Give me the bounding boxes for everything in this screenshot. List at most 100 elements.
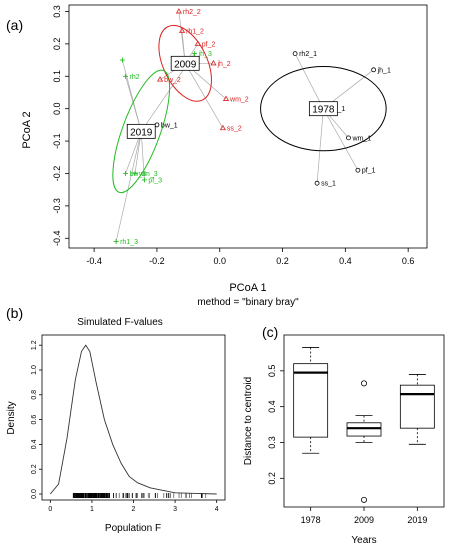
pcoa-y-tick-label: -0.4 <box>52 231 62 247</box>
pcoa-point-label: pf_1 <box>362 168 376 175</box>
pcoa-x-tick-label: -0.2 <box>149 256 165 266</box>
density-plot: Simulated F-values 0 1 2 3 4 0.0 0.2 0.4 0.6 0.8 1… <box>6 317 226 534</box>
boxplot-ylabel: Distance to centroid <box>243 377 254 465</box>
density-title: Simulated F-values <box>77 317 163 328</box>
boxplot-y-tick-label: 0.3 <box>267 436 277 449</box>
pcoa-point-2009 <box>210 59 217 66</box>
density-y-tick-label: 0.2 <box>31 464 38 474</box>
pcoa-point-2019 <box>123 73 129 79</box>
pcoa-y-tick-label: 0.3 <box>52 5 62 18</box>
pcoa-centroid-box <box>308 101 338 117</box>
pcoa-xlabel: PCoA 1 <box>229 282 266 294</box>
density-x-tick-label: 3 <box>173 506 177 513</box>
panel-label-c: (c) <box>262 324 278 340</box>
boxplot-x-tick-label: 2009 <box>354 515 374 525</box>
pcoa-point-label: bw_2 <box>164 77 181 84</box>
pcoa-spider-line <box>184 63 224 129</box>
pcoa-point-label: wm_3 <box>138 171 158 178</box>
density-y-tick-label: 0.6 <box>31 415 38 425</box>
density-x-tick-label: 2 <box>132 506 136 513</box>
density-curve <box>49 344 217 495</box>
boxplot-box <box>399 384 435 429</box>
boxplot-outlier <box>360 496 367 503</box>
boxplot-y-tick-label: 0.4 <box>267 400 277 413</box>
pcoa-x-tick-label: -0.4 <box>86 256 102 266</box>
pcoa-y-tick-label: -0.2 <box>52 166 62 182</box>
pcoa-point-label: jh_2 <box>216 61 230 68</box>
pcoa-point-label: bw_3 <box>130 171 147 178</box>
pcoa-spider-line <box>323 108 359 171</box>
pcoa-centroid-label: 2009 <box>174 59 197 70</box>
boxplot-x-tick-label: 1978 <box>301 515 321 525</box>
pcoa-point-label: wm_1 <box>351 135 371 142</box>
pcoa-ellipse-2009 <box>158 24 212 102</box>
density-x-tick-label: 0 <box>48 506 52 513</box>
pcoa-point-label: rh2_1 <box>299 51 317 58</box>
pcoa-point-2009 <box>222 95 230 101</box>
pcoa-x-tick-label: 0.6 <box>402 256 415 266</box>
density-y-tick-label: 0.0 <box>31 489 38 499</box>
pcoa-point-2019 <box>132 170 138 176</box>
density-plot-frame <box>41 334 226 501</box>
pcoa-plot: -0.4 -0.2 0.0 0.2 0.4 0.6 -0.4 -0.3 -0.2 -0.1 0.0 0… <box>21 4 428 308</box>
boxplot-outlier <box>360 380 367 387</box>
pcoa-point-label: rh1_2 <box>186 28 204 35</box>
pcoa-point-2019 <box>113 239 119 245</box>
pcoa-point-2019 <box>123 170 129 176</box>
pcoa-y-tick-label: 0.2 <box>52 38 62 51</box>
pcoa-point-1978 <box>346 135 351 141</box>
pcoa-point-label: rh1_3 <box>120 239 138 246</box>
pcoa-ellipse-1978 <box>260 66 387 152</box>
boxplot-y-tick-label: 0.2 <box>267 472 277 485</box>
pcoa-point-1978 <box>371 67 377 73</box>
panel-label-b: (b) <box>6 305 23 321</box>
density-x-tick-label: 4 <box>215 506 219 513</box>
density-y-tick-label: 0.8 <box>31 390 38 400</box>
pcoa-spider-line <box>140 131 145 180</box>
pcoa-y-tick-label: -0.3 <box>52 198 62 214</box>
pcoa-point-label: jh_3 <box>198 51 212 58</box>
pcoa-plot-frame <box>68 4 428 249</box>
pcoa-point-2019 <box>141 177 147 183</box>
pcoa-centroid-label: 1978 <box>312 105 335 116</box>
density-xlabel: Population F <box>105 523 161 534</box>
pcoa-ylabel: PCoA 2 <box>21 111 33 148</box>
pcoa-point-label: rh2_2 <box>183 9 201 16</box>
pcoa-y-tick-label: -0.1 <box>52 133 62 149</box>
boxplot-box <box>346 422 382 437</box>
pcoa-point-label: pf_3 <box>148 177 162 184</box>
pcoa-y-tick-label: 0.1 <box>52 70 62 83</box>
density-y-tick-label: 1.2 <box>31 340 38 350</box>
density-ylabel: Density <box>6 401 17 434</box>
boxplot-box <box>293 363 329 438</box>
pcoa-spider-line <box>125 76 142 132</box>
pcoa-point-2009 <box>178 27 186 33</box>
pcoa-point-label: rh2 <box>130 74 140 81</box>
pcoa-centroid-box <box>126 123 156 139</box>
pcoa-point-label: pf_2 <box>202 41 216 48</box>
pcoa-point-2009 <box>219 124 226 131</box>
pcoa-point-1978 <box>292 51 298 56</box>
pcoa-ellipse-2019 <box>112 69 171 194</box>
pcoa-centroid-box <box>170 55 200 71</box>
pcoa-subtitle: method = "binary bray" <box>197 297 299 308</box>
pcoa-spider-line <box>294 53 324 109</box>
pcoa-point-2009 <box>194 40 201 46</box>
pcoa-point-1978 <box>355 167 361 173</box>
pcoa-point-2019 <box>119 57 125 63</box>
pcoa-point-label: jh_1 <box>377 67 391 74</box>
pcoa-x-tick-label: 0.2 <box>276 256 289 266</box>
boxplot: 0.2 0.3 0.4 0.5 1978 2009 2019 Years Distance … <box>243 334 445 546</box>
pcoa-spider-line <box>115 131 142 242</box>
pcoa-y-tick-label: 0.0 <box>52 102 62 115</box>
panel-label-a: (a) <box>6 17 23 33</box>
pcoa-point-2009 <box>156 76 164 82</box>
pcoa-point-1978 <box>314 180 320 186</box>
pcoa-point-label: ss_1 <box>321 181 336 188</box>
pcoa-point-label: ss_2 <box>227 126 242 133</box>
pcoa-point-2009 <box>175 8 183 14</box>
density-x-tick-label: 1 <box>90 506 94 513</box>
pcoa-x-tick-label: 0.0 <box>213 256 226 266</box>
pcoa-x-tick-label: 0.4 <box>339 256 352 266</box>
pcoa-spider-line <box>316 108 324 184</box>
